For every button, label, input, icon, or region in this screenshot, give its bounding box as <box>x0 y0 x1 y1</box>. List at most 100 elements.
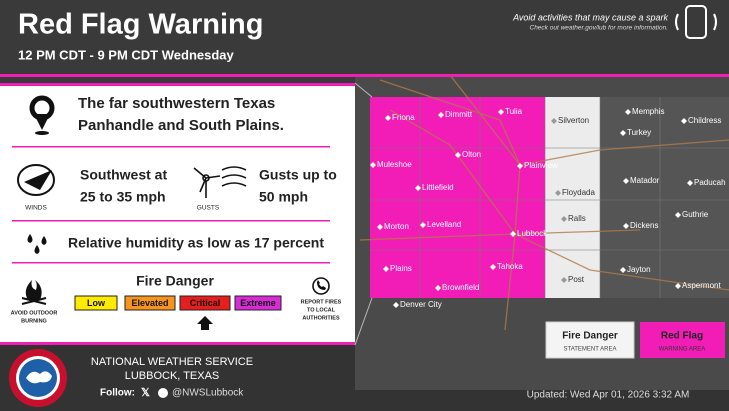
danger-level <box>74 295 118 311</box>
legend-box <box>545 321 635 359</box>
town-marker <box>675 212 681 218</box>
legend-title: Fire Danger <box>562 331 618 342</box>
fire-danger-area <box>545 97 600 298</box>
town-marker <box>435 285 441 291</box>
town-label: Turkey <box>627 128 651 137</box>
header-bg <box>0 0 729 75</box>
town-label: Ralls <box>568 214 586 223</box>
decoration <box>41 236 47 245</box>
subtitle: 12 PM CDT - 9 PM CDT Wednesday <box>18 47 235 62</box>
town-label: Floydada <box>562 188 595 197</box>
town-marker <box>377 224 383 230</box>
phone-call-icon <box>312 277 330 295</box>
town-label: Childress <box>688 116 721 125</box>
title: Red Flag Warning <box>18 9 263 41</box>
town-label: Morton <box>384 222 409 231</box>
legend-title: Red Flag <box>661 331 703 342</box>
office: NATIONAL WEATHER SERVICE <box>91 356 253 368</box>
danger-level-label: Extreme <box>240 298 276 308</box>
decoration <box>24 170 52 190</box>
gusts-label: GUSTS <box>197 205 220 212</box>
gust-icon <box>193 166 247 198</box>
danger-scale: Low Elevated Critical Extreme <box>74 295 282 311</box>
decoration <box>17 164 55 196</box>
follow-label: Follow: <box>100 388 135 399</box>
town-marker <box>620 267 626 273</box>
town-label: Paducah <box>694 178 726 187</box>
town-label: Littlefield <box>422 183 454 192</box>
town-label: Dimmitt <box>445 110 473 119</box>
town-marker <box>420 222 426 228</box>
decoration <box>25 280 42 300</box>
town-label: Denver City <box>400 300 442 309</box>
fire-danger-title: Fire Danger <box>136 273 214 289</box>
updated: Updated: Wed Apr 01, 2026 3:32 AM <box>527 390 690 401</box>
gust-text: 50 mph <box>259 189 308 205</box>
town-marker <box>687 180 693 186</box>
town-marker <box>620 130 626 136</box>
decoration <box>21 297 47 305</box>
decoration: 𝕏 <box>141 387 150 399</box>
report-note: AUTHORITIES <box>302 315 340 321</box>
town-marker <box>551 118 557 124</box>
town-marker <box>555 190 561 196</box>
town-marker <box>385 115 391 121</box>
header-rule <box>0 74 729 77</box>
burn-note: AVOID OUTDOOR <box>11 310 58 316</box>
town-label: Guthrie <box>682 210 709 219</box>
outside-area <box>600 97 729 298</box>
location-line: The far southwestern Texas <box>78 95 275 112</box>
gust-text: Gusts up to <box>259 167 337 183</box>
burn-note: BURNING <box>21 318 47 324</box>
danger-level-label: Elevated <box>131 298 168 308</box>
divider <box>12 220 330 222</box>
winds-label: WINDS <box>25 205 47 212</box>
decoration <box>34 245 40 254</box>
info-panel <box>0 83 355 345</box>
report-note: TO LOCAL <box>307 307 336 313</box>
town-label: Matador <box>630 176 660 185</box>
town-label: Levelland <box>427 220 461 229</box>
danger-level-label: Low <box>87 298 106 308</box>
town-label: Jayton <box>627 265 651 274</box>
town-marker <box>393 302 399 308</box>
decoration <box>675 13 717 31</box>
town-marker <box>498 109 504 115</box>
wind-icon <box>17 164 55 196</box>
decoration <box>27 234 33 243</box>
legend-subtitle: WARNING AREA <box>659 347 705 353</box>
report-note: REPORT FIRES <box>301 299 342 305</box>
current-level-arrow <box>197 316 213 330</box>
handle: @NWSLubbock <box>172 388 244 399</box>
perspective-edge <box>354 82 373 346</box>
red-flag-area <box>370 97 545 298</box>
office-location: LUBBOCK, TEXAS <box>125 370 220 382</box>
town-marker <box>510 231 516 237</box>
town-marker <box>623 223 629 229</box>
town-label: Tulia <box>505 107 523 116</box>
town-marker <box>383 266 389 272</box>
divider <box>12 146 330 148</box>
town-labels: Friona Dimmitt Tulia Silverton Memphis Childr… <box>370 107 726 309</box>
divider <box>12 262 330 264</box>
nws-logo <box>9 349 67 407</box>
town-marker <box>438 112 444 118</box>
town-marker <box>490 264 496 270</box>
town-label: Tahoka <box>497 262 523 271</box>
danger-level <box>124 295 176 311</box>
town-marker <box>455 152 461 158</box>
decoration <box>26 371 52 384</box>
humidity-text: Relative humidity as low as 17 percent <box>68 235 324 251</box>
town-label: Aspermont <box>682 281 721 290</box>
town-label: Olton <box>462 150 481 159</box>
decoration <box>312 277 330 295</box>
town-label: Friona <box>392 113 415 122</box>
town-label: Post <box>568 275 585 284</box>
map <box>355 74 729 390</box>
town-label: Lubbock <box>517 229 548 238</box>
town-marker <box>561 277 567 283</box>
legend-box <box>640 322 725 358</box>
danger-level <box>179 295 231 311</box>
location-line: Panhandle and South Plains. <box>78 117 284 134</box>
